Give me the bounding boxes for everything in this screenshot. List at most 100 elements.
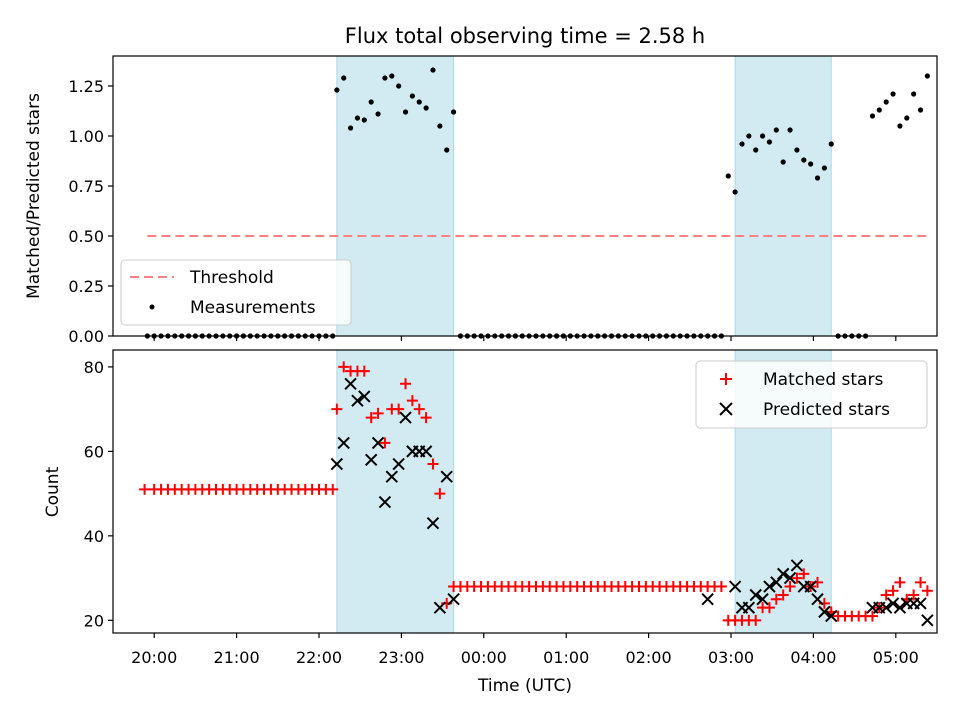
matched-star-point	[372, 407, 384, 419]
measurement-point	[773, 127, 779, 133]
predicted-star-point	[371, 436, 385, 450]
measurement-point	[794, 147, 800, 153]
measurement-point	[375, 111, 381, 117]
bottom-y-tick-label: 20	[84, 611, 104, 630]
bottom-legend: Matched stars Predicted stars	[695, 360, 928, 429]
top-y-tick-label: 1.25	[68, 77, 104, 96]
matched-star-point	[921, 585, 933, 597]
predicted-star-point	[358, 390, 371, 403]
predicted-star-point	[790, 559, 804, 572]
top-y-tick-label: 1.00	[68, 127, 104, 146]
matched-star-point	[908, 589, 920, 601]
measurement-point	[904, 115, 910, 121]
legend-predicted-label: Predicted stars	[763, 400, 890, 420]
measurement-point	[347, 125, 354, 131]
measurement-point	[814, 175, 821, 181]
measurement-point	[753, 147, 759, 153]
top-y-tick-label: 0.75	[68, 177, 104, 196]
measurement-point	[924, 73, 930, 79]
matched-star-point	[338, 361, 350, 373]
measurement-point	[334, 87, 340, 93]
measurement-point	[402, 109, 409, 115]
bottom-shaded-region-1	[336, 350, 454, 633]
chart-title: Flux total observing time = 2.58 h	[345, 24, 705, 48]
measurement-point	[423, 105, 429, 111]
measurement-point	[746, 133, 752, 139]
matched-star-point	[327, 483, 339, 495]
matched-star-point	[894, 576, 906, 588]
predicted-star-point	[776, 567, 790, 581]
matched-star-point	[798, 568, 810, 580]
measurement-point	[876, 107, 882, 113]
measurement-point	[917, 107, 924, 113]
bottom-y-tick-label: 40	[84, 527, 104, 546]
measurement-point	[368, 99, 374, 105]
predicted-star-point	[330, 457, 344, 471]
predicted-star-point	[426, 516, 440, 530]
bottom-y-axis-label: Count	[43, 466, 63, 517]
matched-star-point	[358, 365, 370, 377]
matched-star-point	[413, 403, 425, 415]
x-tick-label: 01:00	[543, 648, 589, 667]
predicted-star-point	[364, 453, 378, 467]
top-axes-frame	[112, 55, 938, 337]
legend-predicted-swatch	[719, 402, 733, 416]
predicted-star-point	[921, 614, 934, 627]
matched-star-point	[866, 610, 878, 622]
x-axis-label: Time (UTC)	[477, 676, 572, 696]
predicted-star-point	[914, 597, 927, 610]
matched-star-point	[880, 589, 892, 601]
predicted-star-point	[337, 436, 350, 450]
predicted-star-point	[447, 593, 460, 606]
x-tick-label: 23:00	[378, 648, 424, 667]
measurement-point	[450, 109, 457, 115]
x-tick-label: 04:00	[790, 648, 836, 667]
predicted-star-point	[783, 571, 797, 585]
matched-star-point	[365, 412, 377, 424]
measurement-point	[787, 127, 793, 133]
measurement-point	[437, 123, 443, 129]
top-y-tick-label: 0.50	[68, 227, 104, 246]
matched-star-point	[427, 458, 439, 470]
matched-star-point	[887, 585, 899, 597]
matched-star-point	[331, 403, 343, 415]
measurement-point	[396, 83, 402, 89]
matched-star-point	[750, 614, 762, 626]
matched-star-point	[763, 602, 775, 614]
matched-star-point	[915, 576, 927, 588]
bottom-axes-frame	[112, 349, 938, 634]
matched-star-point	[139, 483, 151, 495]
top-shaded-region-2	[735, 56, 832, 336]
bottom-y-tick-label: 80	[84, 358, 104, 377]
predicted-star-point	[344, 377, 357, 390]
bottom-y-tick-label: 60	[84, 442, 104, 461]
top-legend: Threshold Measurements	[120, 259, 352, 326]
x-tick-label: 22:00	[296, 648, 342, 667]
predicted-star-point	[825, 609, 838, 623]
predicted-star-point	[433, 601, 447, 614]
predicted-star-point	[419, 445, 433, 458]
top-y-tick-label: 0.00	[68, 327, 104, 346]
predicted-star-point	[385, 470, 398, 483]
predicted-star-point	[811, 593, 824, 606]
measurement-point	[828, 141, 834, 147]
bottom-legend-box	[695, 360, 928, 429]
top-panel: 0.00 0.25 0.50 0.75 1.00 1.25 Matched/Predict…	[24, 55, 938, 346]
predicted-star-point	[804, 580, 817, 593]
matched-star-point	[777, 589, 789, 601]
matched-star-point	[791, 572, 803, 584]
predicted-star-point	[378, 495, 392, 509]
measurement-point	[739, 141, 745, 147]
matched-star-point	[400, 378, 412, 390]
matched-star-point	[379, 437, 391, 449]
x-tick-label: 05:00	[873, 648, 919, 667]
measurement-point	[725, 173, 731, 179]
x-tick-label: 03:00	[708, 648, 754, 667]
measurement-point	[808, 161, 814, 167]
matched-star-point	[770, 593, 782, 605]
measurement-point	[409, 93, 415, 99]
measurement-point	[911, 91, 917, 97]
matched-star-point	[393, 403, 405, 415]
legend-matched-swatch	[720, 373, 732, 385]
